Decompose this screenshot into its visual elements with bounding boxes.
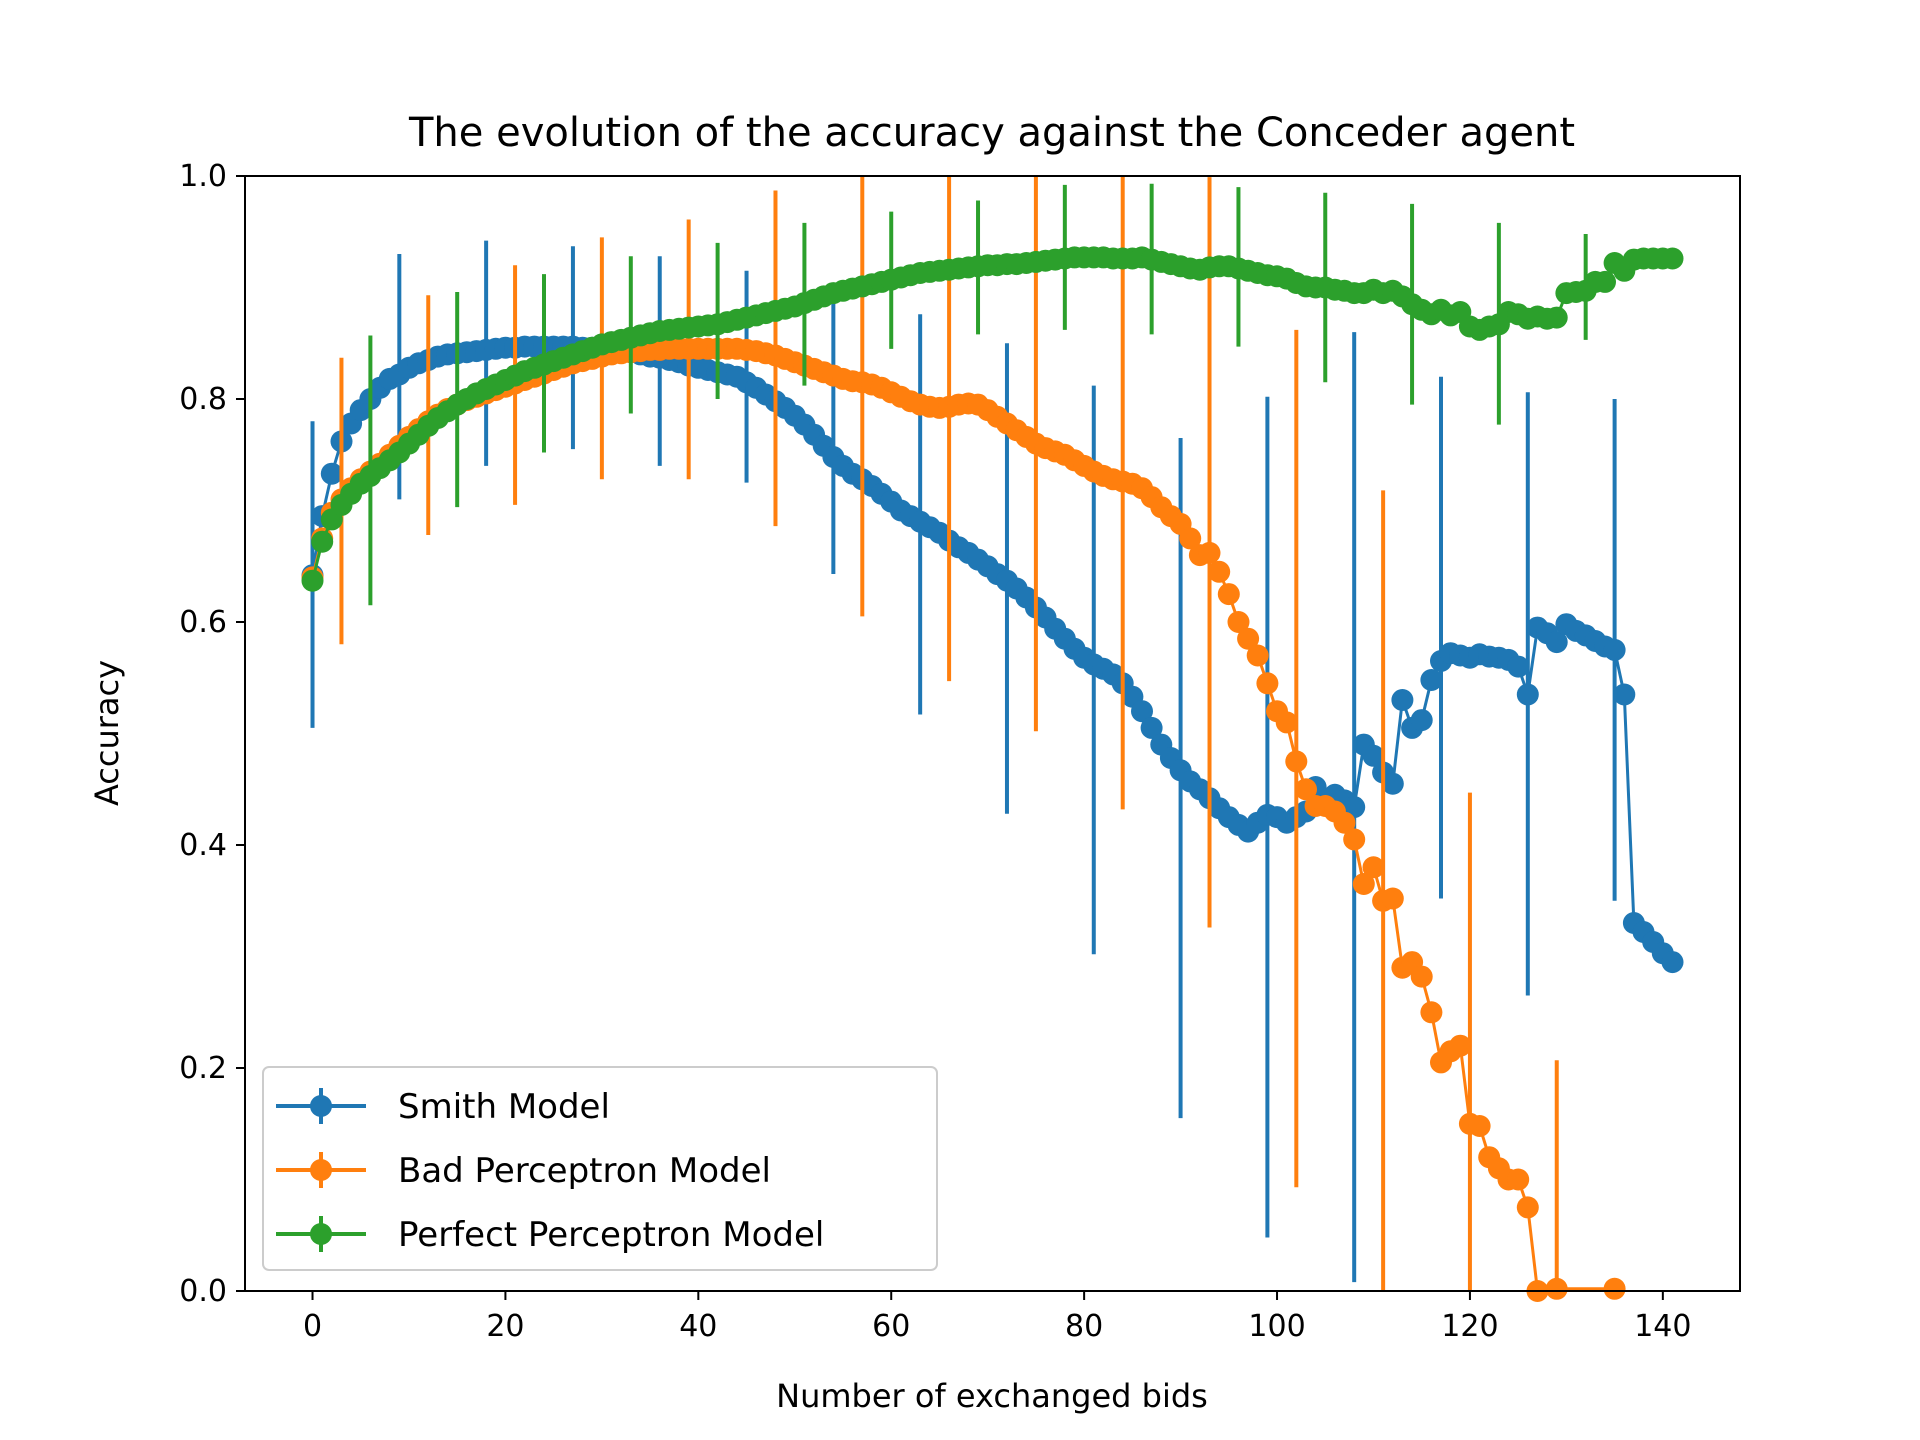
x-tick-label: 40 bbox=[679, 1309, 717, 1344]
data-point bbox=[1449, 1034, 1472, 1057]
y-tick-label: 0.8 bbox=[179, 382, 227, 417]
data-point bbox=[1507, 1168, 1530, 1191]
x-axis-label: Number of exchanged bids bbox=[776, 1377, 1208, 1415]
data-point bbox=[1362, 744, 1385, 767]
data-point bbox=[1208, 560, 1231, 583]
data-point bbox=[1256, 672, 1279, 695]
data-point bbox=[1179, 527, 1202, 550]
y-axis: 0.0 0.2 0.4 0.6 0.8 1.0 bbox=[179, 159, 245, 1309]
data-point bbox=[1516, 1196, 1539, 1219]
x-tick-label: 80 bbox=[1065, 1309, 1103, 1344]
data-point bbox=[1410, 965, 1433, 988]
data-point bbox=[1661, 247, 1684, 270]
y-tick-label: 0.6 bbox=[179, 605, 227, 640]
data-point bbox=[1246, 644, 1269, 667]
x-tick-label: 20 bbox=[486, 1309, 524, 1344]
data-point bbox=[1227, 611, 1250, 633]
data-point bbox=[1333, 811, 1356, 834]
data-point bbox=[1603, 638, 1626, 661]
data-point bbox=[1545, 631, 1568, 654]
data-point bbox=[1516, 683, 1539, 706]
data-point bbox=[1545, 1277, 1568, 1300]
data-point bbox=[1507, 655, 1530, 678]
data-point bbox=[301, 569, 324, 592]
data-point bbox=[1275, 711, 1298, 734]
data-point bbox=[1545, 306, 1568, 329]
legend-item: Smith Model bbox=[276, 1087, 610, 1127]
legend-item: Perfect Perceptron Model bbox=[276, 1215, 824, 1255]
data-point bbox=[1198, 541, 1221, 564]
x-tick-label: 60 bbox=[872, 1309, 910, 1344]
series-1 bbox=[301, 240, 1684, 1283]
data-point bbox=[320, 462, 343, 485]
data-point bbox=[1420, 1001, 1443, 1024]
x-axis: 0 20 40 60 80 100 120 140 bbox=[303, 1291, 1691, 1344]
legend-label: Smith Model bbox=[398, 1087, 610, 1127]
series-3 bbox=[301, 183, 1684, 606]
data-point bbox=[1285, 750, 1308, 773]
data-point bbox=[1237, 627, 1260, 650]
data-point bbox=[1362, 856, 1385, 879]
x-tick-label: 120 bbox=[1441, 1309, 1498, 1344]
data-point bbox=[1343, 828, 1366, 851]
data-point bbox=[1468, 1115, 1491, 1137]
data-point bbox=[1381, 772, 1404, 795]
data-point bbox=[1381, 887, 1404, 910]
legend-marker bbox=[310, 1223, 332, 1245]
data-point bbox=[1217, 583, 1240, 606]
data-point bbox=[311, 530, 334, 553]
legend-marker bbox=[310, 1095, 332, 1117]
legend-label: Bad Perceptron Model bbox=[398, 1151, 771, 1191]
data-point bbox=[1661, 951, 1684, 974]
legend-label: Perfect Perceptron Model bbox=[398, 1215, 824, 1255]
plot-frame bbox=[244, 175, 1741, 1292]
y-axis-label: Accuracy bbox=[88, 660, 126, 806]
chart-title: The evolution of the accuracy against th… bbox=[408, 110, 1575, 156]
data-point bbox=[1410, 709, 1433, 732]
series-layer bbox=[301, 176, 1684, 1302]
data-point bbox=[1594, 270, 1616, 293]
legend-item: Bad Perceptron Model bbox=[276, 1151, 771, 1191]
data-point bbox=[1131, 700, 1153, 723]
data-point bbox=[1295, 778, 1317, 801]
data-point bbox=[1352, 873, 1375, 895]
legend: Smith Model Bad Perceptron Model Perfect P… bbox=[262, 1066, 938, 1271]
x-tick-label: 100 bbox=[1248, 1309, 1305, 1344]
data-point bbox=[1603, 1277, 1626, 1300]
x-tick-label: 140 bbox=[1634, 1309, 1691, 1344]
y-tick-label: 0.2 bbox=[179, 1051, 227, 1086]
data-point bbox=[1613, 683, 1636, 706]
x-tick-label: 0 bbox=[303, 1309, 322, 1344]
y-tick-label: 0.4 bbox=[179, 828, 227, 863]
y-tick-label: 1.0 bbox=[179, 159, 227, 194]
y-tick-label: 0.0 bbox=[179, 1274, 227, 1309]
data-point bbox=[1140, 716, 1163, 739]
data-point bbox=[1391, 689, 1414, 711]
legend-marker bbox=[310, 1159, 332, 1181]
data-point bbox=[1420, 669, 1443, 691]
legend-box bbox=[262, 1066, 938, 1271]
